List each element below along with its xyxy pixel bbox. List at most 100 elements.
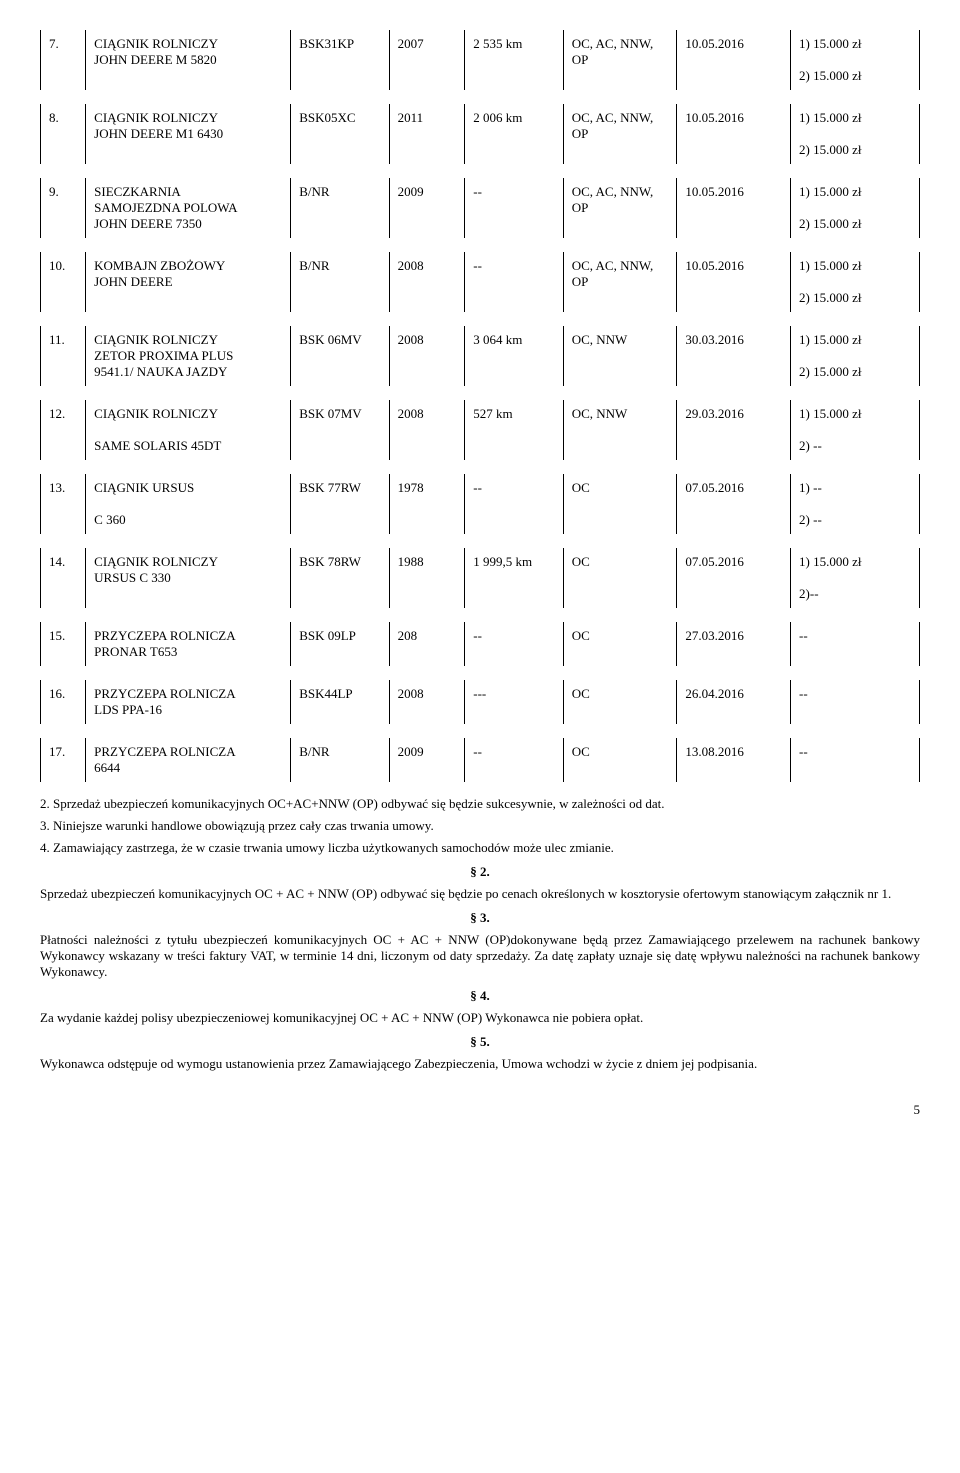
cell-desc: CIĄGNIK ROLNICZYJOHN DEERE M1 6430: [86, 104, 291, 164]
cell-num: 9.: [41, 178, 86, 238]
cell-year: 2008: [389, 680, 465, 724]
table-row: 15.PRZYCZEPA ROLNICZAPRONAR T653BSK 09LP…: [40, 622, 920, 666]
cell-num: 16.: [41, 680, 86, 724]
section-4-heading: § 4.: [40, 988, 920, 1004]
cell-cov: OC, AC, NNW, OP: [563, 178, 677, 238]
cell-year: 1988: [389, 548, 465, 608]
cell-desc: PRZYCZEPA ROLNICZAPRONAR T653: [86, 622, 291, 666]
section-5-heading: § 5.: [40, 1034, 920, 1050]
cell-year: 2008: [389, 400, 465, 460]
cell-km: 1 999,5 km: [465, 548, 563, 608]
cell-km: 2 006 km: [465, 104, 563, 164]
cell-reg: BSK 77RW: [291, 474, 389, 534]
cell-date: 30.03.2016: [677, 326, 791, 386]
cell-date: 07.05.2016: [677, 548, 791, 608]
cell-desc: CIĄGNIK ROLNICZYSAME SOLARIS 45DT: [86, 400, 291, 460]
cell-km: 527 km: [465, 400, 563, 460]
cell-num: 8.: [41, 104, 86, 164]
prose-block: 2. Sprzedaż ubezpieczeń komunikacyjnych …: [40, 796, 920, 1072]
cell-desc: SIECZKARNIASAMOJEZDNA POLOWAJOHN DEERE 7…: [86, 178, 291, 238]
cell-sum: --: [791, 738, 920, 782]
cell-year: 2009: [389, 738, 465, 782]
cell-date: 10.05.2016: [677, 252, 791, 312]
cell-reg: BSK31KP: [291, 30, 389, 90]
cell-reg: BSK05XC: [291, 104, 389, 164]
cell-km: --: [465, 622, 563, 666]
page-number: 5: [40, 1102, 920, 1118]
cell-num: 15.: [41, 622, 86, 666]
table-row: 17.PRZYCZEPA ROLNICZA6644B/NR2009--OC13.…: [40, 738, 920, 782]
cell-cov: OC, AC, NNW, OP: [563, 30, 677, 90]
cell-date: 26.04.2016: [677, 680, 791, 724]
cell-reg: B/NR: [291, 738, 389, 782]
cell-date: 27.03.2016: [677, 622, 791, 666]
cell-sum: 1) 15.000 zł2) 15.000 zł: [791, 30, 920, 90]
cell-year: 1978: [389, 474, 465, 534]
para-2: 2. Sprzedaż ubezpieczeń komunikacyjnych …: [40, 796, 920, 812]
cell-km: --: [465, 252, 563, 312]
cell-year: 2011: [389, 104, 465, 164]
cell-num: 12.: [41, 400, 86, 460]
cell-sum: 1) 15.000 zł2) 15.000 zł: [791, 252, 920, 312]
cell-cov: OC, AC, NNW, OP: [563, 252, 677, 312]
cell-sum: 1) --2) --: [791, 474, 920, 534]
section-5-body: Wykonawca odstępuje od wymogu ustanowien…: [40, 1056, 920, 1072]
cell-reg: BSK44LP: [291, 680, 389, 724]
table-row: 8.CIĄGNIK ROLNICZYJOHN DEERE M1 6430BSK0…: [40, 104, 920, 164]
cell-sum: 1) 15.000 zł2) 15.000 zł: [791, 104, 920, 164]
cell-date: 07.05.2016: [677, 474, 791, 534]
cell-cov: OC: [563, 622, 677, 666]
cell-reg: BSK 78RW: [291, 548, 389, 608]
table-row: 16.PRZYCZEPA ROLNICZALDS PPA-16BSK44LP20…: [40, 680, 920, 724]
cell-cov: OC, NNW: [563, 326, 677, 386]
cell-num: 11.: [41, 326, 86, 386]
cell-year: 2008: [389, 252, 465, 312]
table-row: 12.CIĄGNIK ROLNICZYSAME SOLARIS 45DTBSK …: [40, 400, 920, 460]
section-4-body: Za wydanie każdej polisy ubezpieczeniowe…: [40, 1010, 920, 1026]
cell-date: 10.05.2016: [677, 104, 791, 164]
cell-desc: PRZYCZEPA ROLNICZA6644: [86, 738, 291, 782]
cell-reg: BSK 09LP: [291, 622, 389, 666]
cell-reg: BSK 07MV: [291, 400, 389, 460]
cell-num: 14.: [41, 548, 86, 608]
cell-sum: 1) 15.000 zł2) 15.000 zł: [791, 178, 920, 238]
cell-year: 2008: [389, 326, 465, 386]
table-row: 14.CIĄGNIK ROLNICZYURSUS C 330BSK 78RW19…: [40, 548, 920, 608]
table-row: 9.SIECZKARNIASAMOJEZDNA POLOWAJOHN DEERE…: [40, 178, 920, 238]
section-2-heading: § 2.: [40, 864, 920, 880]
cell-num: 13.: [41, 474, 86, 534]
cell-num: 7.: [41, 30, 86, 90]
cell-num: 17.: [41, 738, 86, 782]
table-row: 13.CIĄGNIK URSUSC 360BSK 77RW1978--OC07.…: [40, 474, 920, 534]
cell-cov: OC: [563, 474, 677, 534]
cell-sum: --: [791, 622, 920, 666]
cell-year: 208: [389, 622, 465, 666]
cell-km: ---: [465, 680, 563, 724]
section-2-body: Sprzedaż ubezpieczeń komunikacyjnych OC …: [40, 886, 920, 902]
cell-km: 2 535 km: [465, 30, 563, 90]
cell-sum: 1) 15.000 zł2)--: [791, 548, 920, 608]
para-3: 3. Niniejsze warunki handlowe obowiązują…: [40, 818, 920, 834]
cell-desc: PRZYCZEPA ROLNICZALDS PPA-16: [86, 680, 291, 724]
cell-date: 29.03.2016: [677, 400, 791, 460]
cell-year: 2007: [389, 30, 465, 90]
cell-desc: CIĄGNIK URSUSC 360: [86, 474, 291, 534]
section-3-heading: § 3.: [40, 910, 920, 926]
cell-desc: CIĄGNIK ROLNICZYURSUS C 330: [86, 548, 291, 608]
cell-num: 10.: [41, 252, 86, 312]
section-3-body: Płatności należności z tytułu ubezpiecze…: [40, 932, 920, 980]
cell-km: --: [465, 738, 563, 782]
cell-cov: OC: [563, 548, 677, 608]
cell-date: 10.05.2016: [677, 178, 791, 238]
cell-reg: B/NR: [291, 178, 389, 238]
cell-cov: OC, NNW: [563, 400, 677, 460]
cell-km: --: [465, 474, 563, 534]
cell-sum: 1) 15.000 zł2) --: [791, 400, 920, 460]
cell-year: 2009: [389, 178, 465, 238]
cell-cov: OC, AC, NNW, OP: [563, 104, 677, 164]
para-4: 4. Zamawiający zastrzega, że w czasie tr…: [40, 840, 920, 856]
cell-desc: CIĄGNIK ROLNICZYZETOR PROXIMA PLUS9541.1…: [86, 326, 291, 386]
cell-cov: OC: [563, 738, 677, 782]
vehicle-tables: 7.CIĄGNIK ROLNICZYJOHN DEERE M 5820BSK31…: [40, 30, 920, 782]
cell-reg: B/NR: [291, 252, 389, 312]
